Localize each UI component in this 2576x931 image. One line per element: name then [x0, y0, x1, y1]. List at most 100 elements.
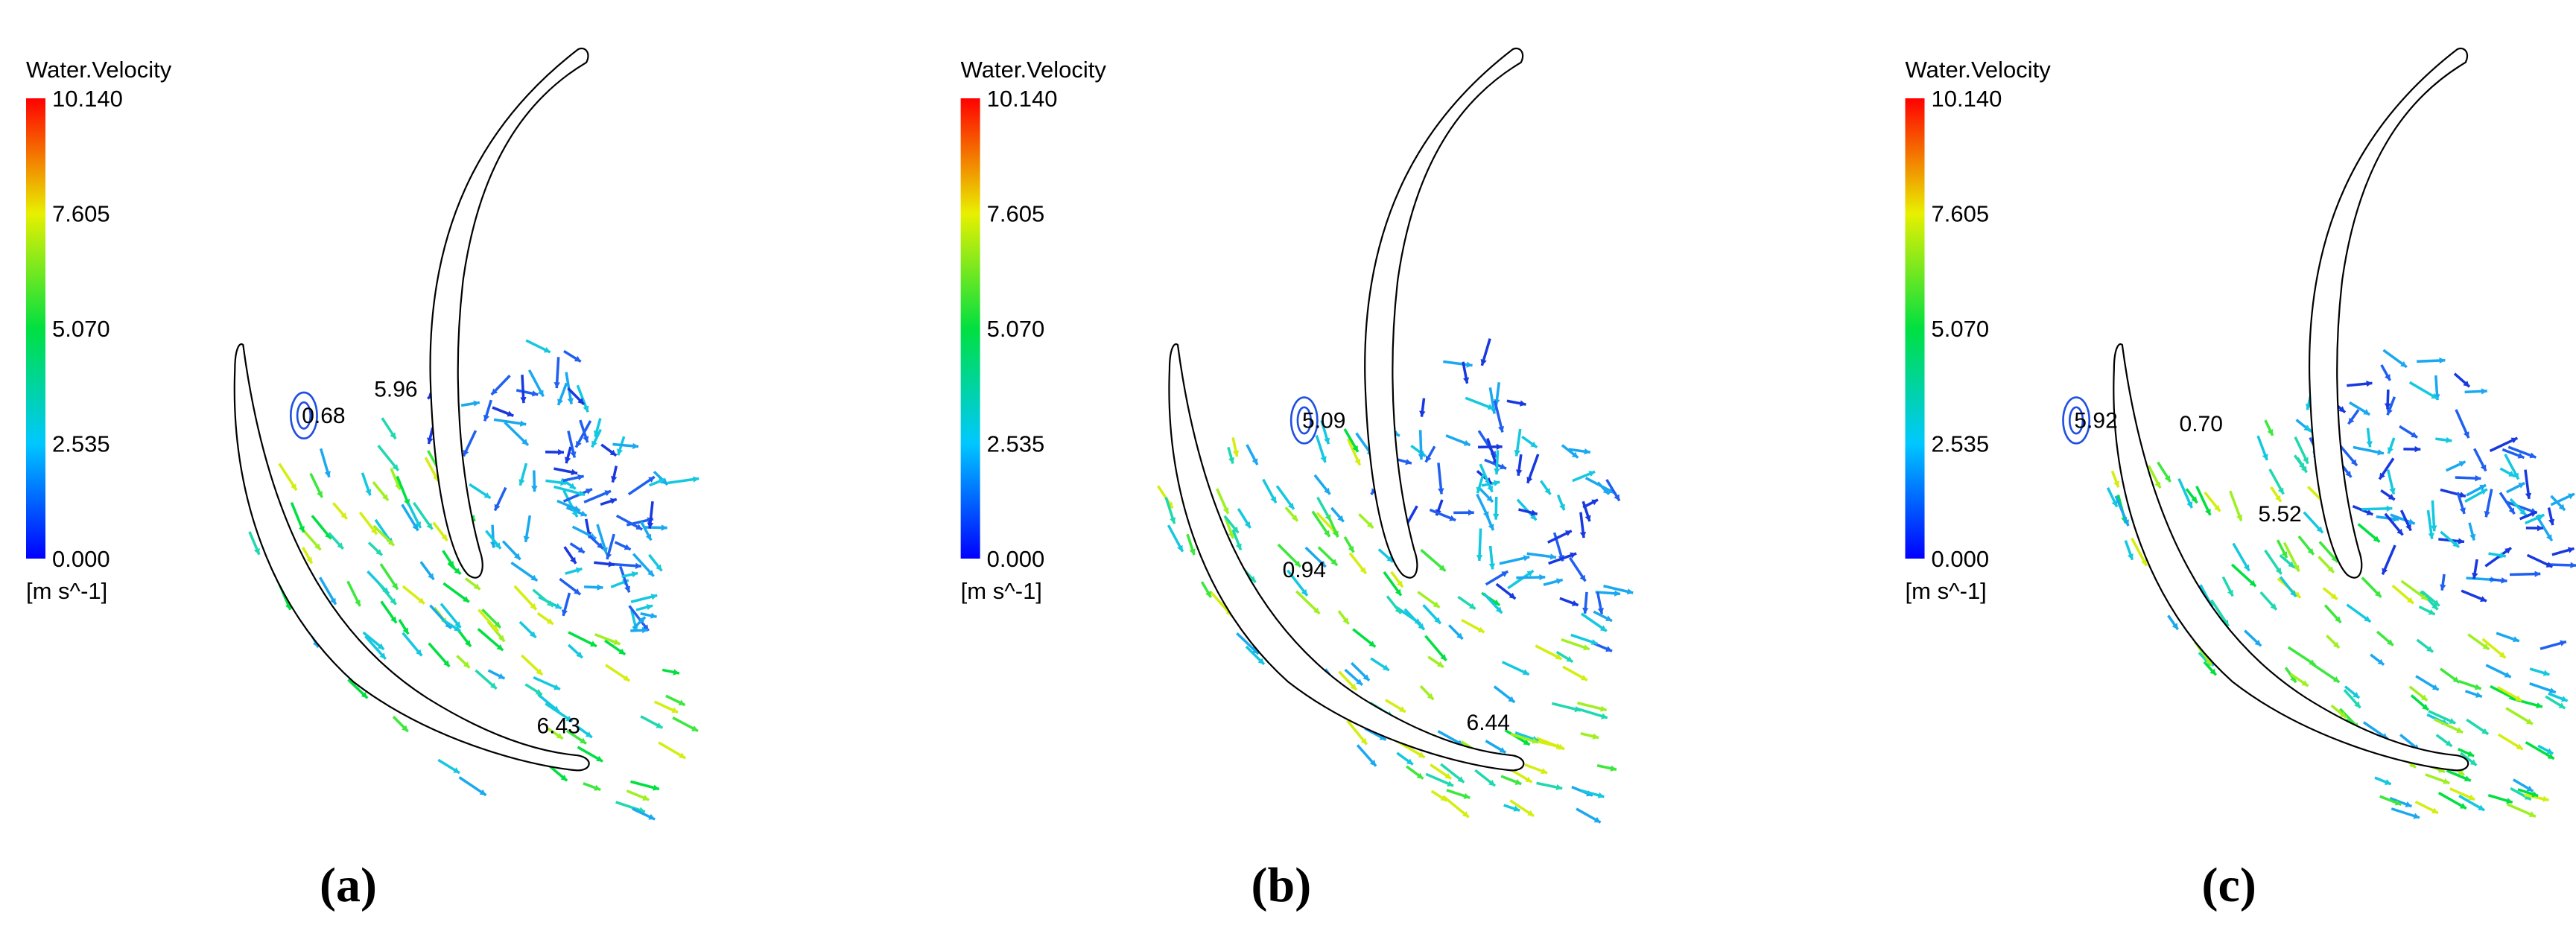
- arrow-head: [1379, 734, 1386, 740]
- arrow-head: [1531, 509, 1538, 516]
- arrow-head: [2141, 559, 2147, 566]
- arrow-head: [387, 539, 394, 546]
- arrow-head: [2558, 702, 2566, 709]
- arrow-head: [1590, 638, 1598, 645]
- annotation: 0.70: [2180, 412, 2223, 436]
- arrow-head: [560, 479, 567, 486]
- legend-tick-label: 2.535: [987, 431, 1045, 457]
- arrow-head: [2386, 408, 2393, 416]
- arrow-head: [1501, 571, 1509, 577]
- vector-field: [1157, 47, 1634, 824]
- arrow-head: [1614, 494, 1619, 501]
- arrow-head: [1447, 781, 1453, 787]
- arrow-head: [1228, 532, 1234, 539]
- arrow-head: [2293, 565, 2300, 572]
- arrow-head: [2504, 672, 2511, 678]
- arrow-head: [601, 547, 608, 554]
- vortex: [1289, 396, 1319, 445]
- arrow-head: [1368, 641, 1376, 647]
- arrow-head: [2270, 603, 2277, 610]
- arrow-head: [1189, 548, 1196, 556]
- arrow-head: [2254, 639, 2262, 646]
- arrow-head: [2548, 687, 2556, 694]
- arrow-head: [2440, 584, 2446, 591]
- arrow-head: [1495, 606, 1503, 614]
- arrow-head: [453, 767, 460, 773]
- arrow-head: [1419, 410, 1426, 417]
- arrow-head: [427, 437, 434, 445]
- arrow-head: [2209, 668, 2216, 676]
- panel: Water.Velocity 10.140 7.605 5.070 2.535 0.000…: [26, 47, 699, 912]
- arrow-head: [554, 603, 562, 609]
- arrow-head: [306, 556, 312, 564]
- arrow-head: [631, 571, 638, 578]
- arrow-head: [2439, 357, 2446, 364]
- arrow-head: [2481, 388, 2487, 395]
- arrow-head: [2508, 507, 2515, 515]
- arrow-head: [1570, 552, 1577, 559]
- arrow-head: [536, 668, 543, 676]
- caption: (a): [320, 858, 377, 912]
- arrow-head: [2428, 609, 2435, 615]
- arrow-head: [1427, 693, 1434, 700]
- arrow-head: [2480, 596, 2487, 603]
- arrow-head: [1228, 457, 1235, 464]
- arrow-head: [2267, 428, 2274, 436]
- vortex: [1296, 406, 1312, 435]
- arrow-head: [2327, 566, 2334, 573]
- legend-unit: [m s^-1]: [1906, 578, 1987, 604]
- arrow-head: [2499, 652, 2506, 658]
- arrow-head: [576, 440, 582, 448]
- arrow-head: [2512, 636, 2519, 643]
- arrow-head: [679, 752, 686, 759]
- arrow-head: [2363, 409, 2370, 415]
- arrow-head: [2289, 590, 2297, 597]
- arrow-head: [1170, 517, 1176, 524]
- caption: (b): [1251, 858, 1312, 912]
- arrow-head: [1600, 705, 1607, 712]
- colorbar: [960, 98, 980, 559]
- arrow-head: [576, 651, 583, 658]
- arrow-head: [494, 503, 501, 511]
- arrow-head: [1291, 515, 1298, 521]
- arrow-head: [379, 652, 386, 659]
- arrow-head: [395, 483, 401, 490]
- arrow-head: [337, 542, 343, 549]
- arrow-head: [365, 489, 372, 496]
- arrow-head: [557, 398, 564, 405]
- arrow-head: [1591, 499, 1599, 506]
- arrow-head: [370, 527, 377, 535]
- arrow-head: [2463, 381, 2469, 387]
- arrow-head: [2508, 471, 2516, 477]
- arrow-head: [2459, 803, 2466, 809]
- arrow-head: [530, 603, 536, 610]
- arrow-head: [1571, 600, 1579, 606]
- arrow-head: [1526, 477, 1533, 483]
- arrow-head: [514, 553, 521, 560]
- arrow-head: [2387, 639, 2393, 646]
- arrow-head: [473, 400, 480, 407]
- arrow-head: [616, 448, 624, 456]
- panel: Water.Velocity 10.140 7.605 5.070 2.535 0.000…: [960, 47, 1634, 912]
- arrow-head: [597, 542, 603, 549]
- arrow-head: [518, 479, 525, 486]
- arrow-head: [2459, 507, 2466, 514]
- arrow-head: [1360, 737, 1367, 745]
- legend-tick-label: 7.605: [1932, 201, 1990, 227]
- arrow-head: [2303, 457, 2309, 464]
- arrow-head: [433, 474, 439, 482]
- arrow-head: [608, 561, 615, 568]
- arrow-head: [1549, 553, 1557, 560]
- arrow-head: [402, 725, 408, 732]
- arrow-head: [473, 583, 480, 590]
- arrow-head: [609, 498, 617, 504]
- arrow-head: [1301, 588, 1307, 596]
- arrow-head: [1610, 765, 1617, 772]
- arrow-head: [1360, 567, 1366, 573]
- arrow-head: [1462, 811, 1469, 818]
- arrow-head: [2171, 623, 2178, 630]
- blade: [429, 47, 589, 579]
- arrow-head: [2396, 528, 2403, 536]
- arrow-head: [1324, 437, 1330, 445]
- arrow-head: [330, 597, 336, 605]
